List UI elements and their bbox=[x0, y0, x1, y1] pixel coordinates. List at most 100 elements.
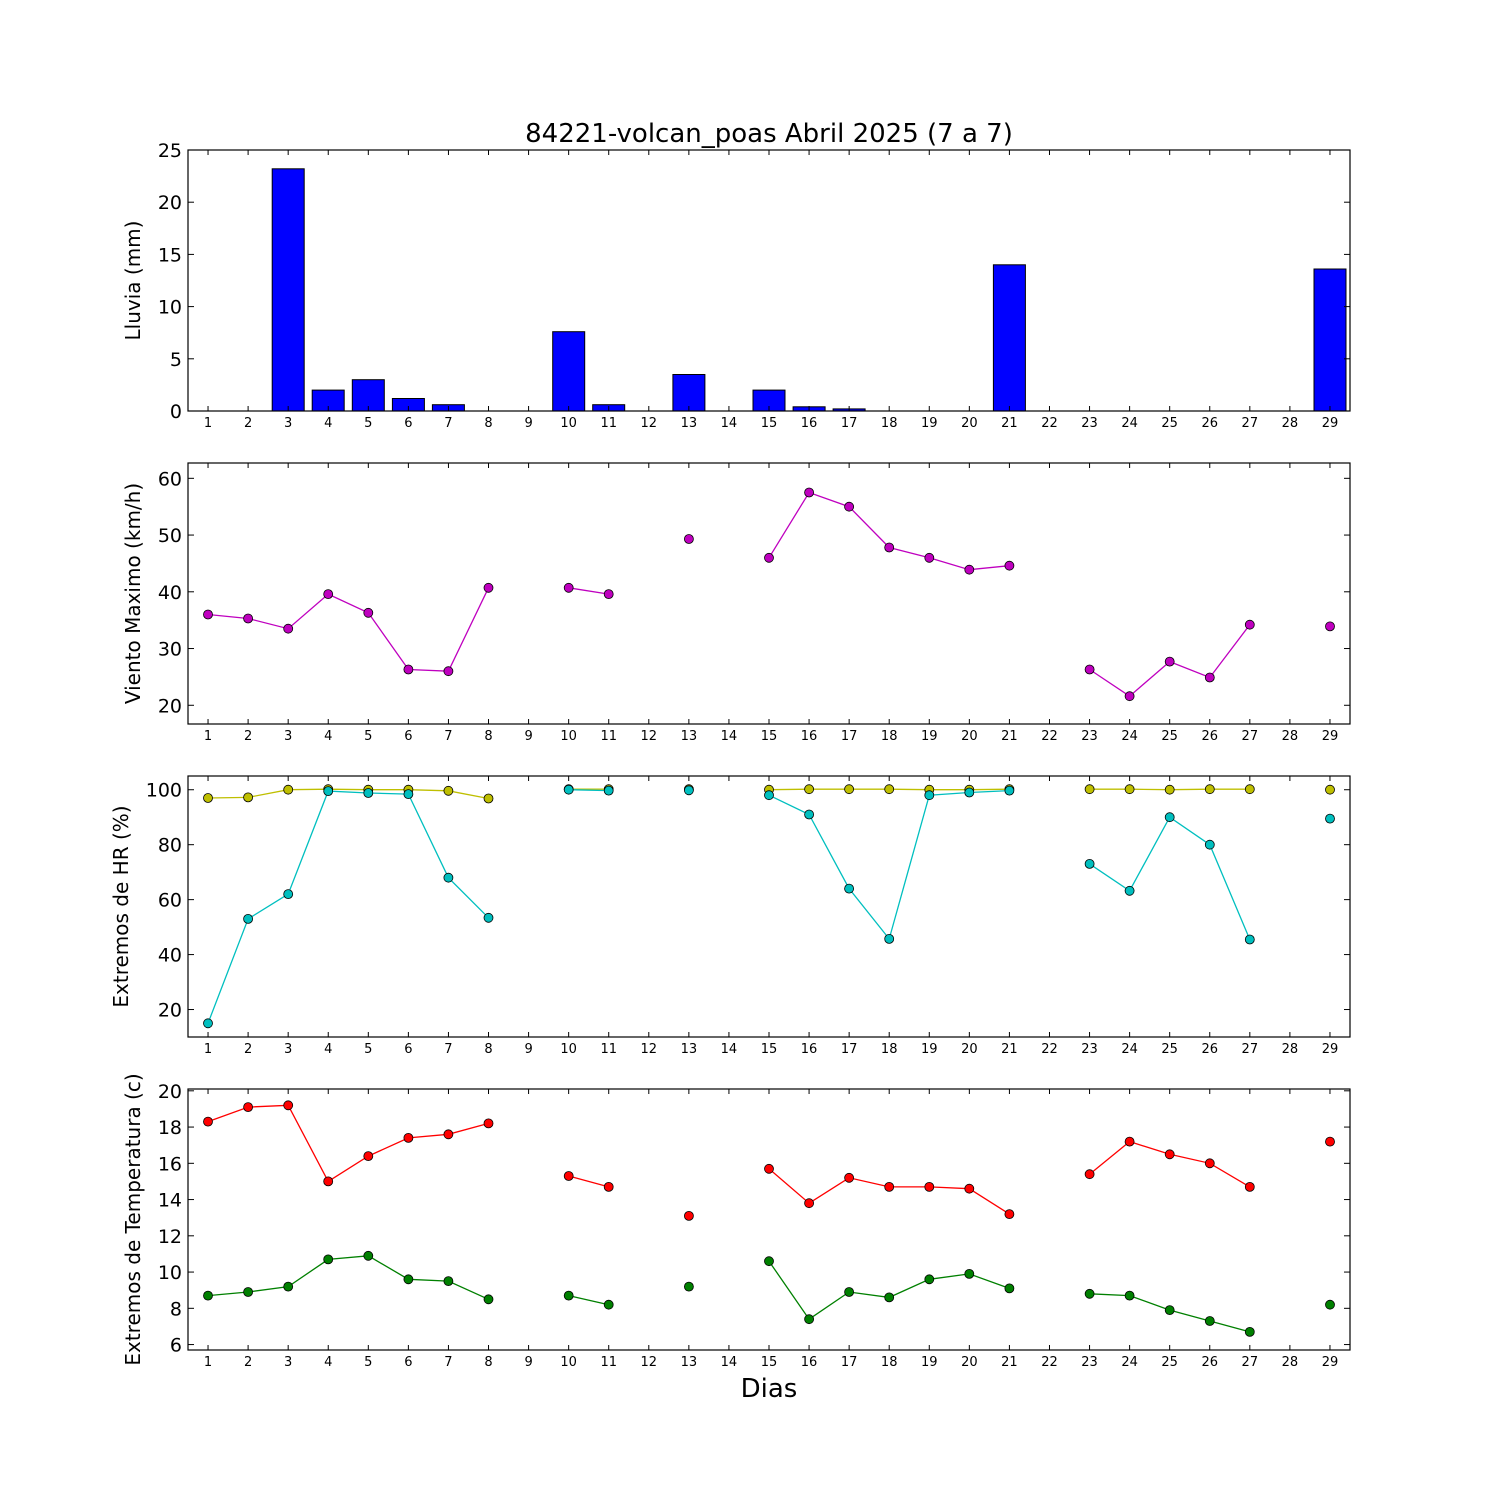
series-2-point-day-7 bbox=[443, 1276, 454, 1286]
series-1-point-day-24 bbox=[1124, 784, 1135, 795]
series-1-point-day-21 bbox=[1004, 1209, 1015, 1219]
x-tick-label: 29 bbox=[1322, 1042, 1339, 1057]
x-tick-label: 11 bbox=[600, 729, 617, 744]
x-tick-label: 17 bbox=[841, 1355, 858, 1370]
y-tick-label: 25 bbox=[158, 140, 182, 162]
x-tick-label: 14 bbox=[721, 1042, 738, 1057]
series-1-point-day-8 bbox=[483, 582, 494, 593]
x-tick-label: 22 bbox=[1041, 1355, 1058, 1370]
series-1-point-day-1 bbox=[203, 609, 213, 620]
y-tick-label: 16 bbox=[158, 1153, 182, 1175]
series-1-point-day-24 bbox=[1124, 1136, 1135, 1147]
x-tick-label: 27 bbox=[1242, 1042, 1259, 1057]
series-1-point-day-5 bbox=[363, 1151, 374, 1161]
series-2-point-day-20 bbox=[964, 1269, 975, 1279]
series-1-point-day-7 bbox=[443, 1129, 454, 1140]
series-2-point-day-1 bbox=[203, 1290, 213, 1301]
series-2-point-day-7 bbox=[443, 872, 454, 883]
x-tick-label: 4 bbox=[324, 1355, 332, 1370]
x-tick-label: 20 bbox=[961, 1042, 978, 1057]
x-tick-label: 8 bbox=[484, 1355, 492, 1370]
x-tick-label: 12 bbox=[641, 1355, 658, 1370]
series-1-point-day-26 bbox=[1204, 784, 1215, 795]
x-tick-label: 15 bbox=[761, 729, 778, 744]
x-tick-label: 6 bbox=[404, 1042, 412, 1057]
series-2-point-day-1 bbox=[203, 1018, 213, 1029]
series-2-point-day-6 bbox=[403, 1274, 414, 1285]
series-1-point-day-11 bbox=[603, 589, 614, 599]
x-tick-label: 22 bbox=[1041, 416, 1058, 431]
series-2-point-day-23 bbox=[1084, 1288, 1095, 1299]
bar-day-5 bbox=[351, 379, 385, 412]
y-tick-label: 5 bbox=[170, 349, 182, 371]
x-tick-label: 10 bbox=[560, 1042, 577, 1057]
x-tick-label: 21 bbox=[1001, 1042, 1018, 1057]
series-1-point-day-16 bbox=[804, 1198, 814, 1209]
series-1-point-day-7 bbox=[443, 666, 454, 677]
x-tick-label: 6 bbox=[404, 729, 412, 744]
x-tick-label: 24 bbox=[1121, 416, 1138, 431]
x-tick-label: 5 bbox=[364, 1042, 372, 1057]
y-tick-label: 50 bbox=[158, 525, 182, 547]
series-2-point-day-4 bbox=[323, 786, 334, 796]
series-1-point-day-2 bbox=[243, 792, 254, 803]
x-tick-label: 1 bbox=[204, 1355, 212, 1370]
x-tick-label: 11 bbox=[600, 416, 617, 431]
x-tick-label: 7 bbox=[444, 1355, 452, 1370]
x-tick-label: 21 bbox=[1001, 729, 1018, 744]
x-tick-label: 15 bbox=[761, 1355, 778, 1370]
x-tick-label: 2 bbox=[244, 416, 252, 431]
y-tick-label: 60 bbox=[158, 468, 182, 490]
y-tick-label: 8 bbox=[170, 1298, 182, 1320]
x-tick-label: 25 bbox=[1161, 1042, 1178, 1057]
x-tick-label: 20 bbox=[961, 729, 978, 744]
x-tick-label: 1 bbox=[204, 729, 212, 744]
x-tick-label: 16 bbox=[801, 416, 818, 431]
series-2-point-day-25 bbox=[1164, 1305, 1175, 1315]
y-axis-label: Lluvia (mm) bbox=[121, 221, 145, 341]
x-tick-label: 11 bbox=[600, 1042, 617, 1057]
series-1-point-day-27 bbox=[1244, 1182, 1255, 1192]
x-tick-label: 23 bbox=[1081, 729, 1098, 744]
series-1-point-day-26 bbox=[1204, 1158, 1215, 1169]
series-1-point-day-19 bbox=[924, 552, 935, 563]
x-tick-label: 28 bbox=[1282, 1042, 1299, 1057]
x-tick-label: 10 bbox=[560, 729, 577, 744]
y-tick-label: 14 bbox=[158, 1190, 182, 1212]
series-1-point-day-17 bbox=[844, 784, 854, 795]
x-tick-label: 22 bbox=[1041, 1042, 1058, 1057]
x-tick-label: 24 bbox=[1121, 1042, 1138, 1057]
x-tick-label: 1 bbox=[204, 1042, 212, 1057]
series-1-point-day-23 bbox=[1084, 664, 1095, 675]
bar-day-21 bbox=[992, 264, 1026, 412]
x-tick-label: 4 bbox=[324, 729, 332, 744]
series-1-point-day-6 bbox=[403, 664, 414, 675]
y-tick-label: 12 bbox=[158, 1226, 182, 1248]
series-1-point-day-8 bbox=[483, 793, 494, 804]
series-2-point-day-23 bbox=[1084, 859, 1095, 869]
x-tick-label: 6 bbox=[404, 416, 412, 431]
series-1-point-day-25 bbox=[1164, 784, 1175, 795]
series-1-point-day-18 bbox=[884, 784, 895, 795]
series-1-point-day-27 bbox=[1244, 784, 1255, 795]
x-tick-label: 18 bbox=[881, 416, 898, 431]
x-tick-label: 3 bbox=[284, 1042, 292, 1057]
series-2-point-day-25 bbox=[1164, 812, 1175, 823]
x-tick-label: 11 bbox=[600, 1355, 617, 1370]
x-tick-label: 27 bbox=[1242, 729, 1259, 744]
panel-3: 1 2 3 4 5 6 7 8 9 10 11 12 13 14 15 16 17 18 19 20 21 22 23 24 2… bbox=[109, 775, 1351, 1057]
series-1-point-day-10 bbox=[563, 582, 574, 593]
series-2-point-day-3 bbox=[283, 1281, 294, 1292]
y-tick-label: 20 bbox=[158, 1000, 182, 1022]
series-2-point-day-19 bbox=[924, 1274, 935, 1285]
series-2-point-day-21 bbox=[1004, 785, 1015, 796]
x-tick-label: 13 bbox=[681, 729, 698, 744]
series-1-point-day-13 bbox=[684, 534, 694, 544]
y-tick-label: 100 bbox=[146, 780, 182, 802]
x-tick-label: 27 bbox=[1242, 1355, 1259, 1370]
series-1-point-day-27 bbox=[1244, 619, 1255, 630]
x-tick-label: 16 bbox=[801, 729, 818, 744]
x-tick-label: 29 bbox=[1322, 416, 1339, 431]
bar-day-10 bbox=[552, 331, 586, 412]
series-1-point-day-3 bbox=[283, 1100, 294, 1111]
